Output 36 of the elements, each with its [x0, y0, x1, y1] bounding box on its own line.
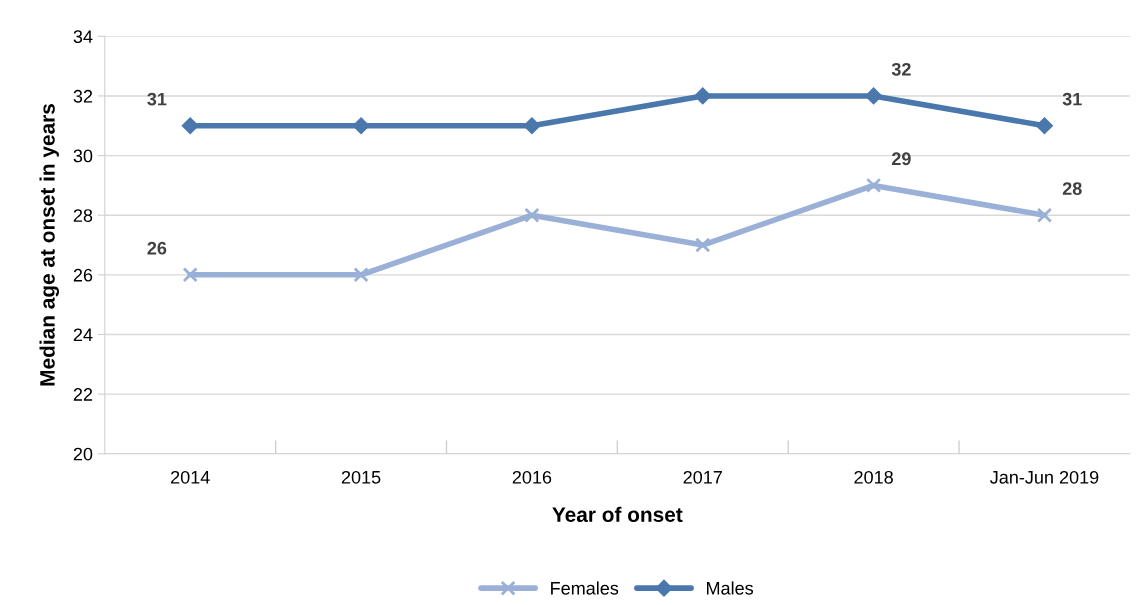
- point: [353, 267, 369, 283]
- y-tick-label: 24: [73, 328, 93, 342]
- y-axis-title: Median age at onset in years: [39, 104, 60, 386]
- data-label: 29: [891, 152, 911, 166]
- data-label: 28: [1062, 182, 1082, 195]
- data-label: 26: [147, 241, 167, 255]
- x-tick-label: Jan-Jun 2019: [990, 470, 1099, 484]
- legend-label: Females: [551, 581, 619, 595]
- point: [695, 237, 711, 253]
- point: [523, 117, 541, 135]
- point: [865, 87, 882, 105]
- x-tick-label: 2018: [854, 470, 893, 484]
- y-tick-label: 32: [73, 89, 93, 103]
- point: [524, 207, 540, 223]
- legend-label: Males: [706, 581, 754, 595]
- y-tick-label: 34: [73, 30, 93, 44]
- point: [865, 177, 882, 194]
- x-tick-label: 2016: [512, 470, 552, 484]
- point: [694, 87, 712, 105]
- point: [182, 267, 198, 283]
- y-tick-label: 30: [73, 149, 93, 163]
- data-label: 31: [1062, 92, 1082, 106]
- y-tick-label: 26: [73, 268, 93, 282]
- x-tick-label: 2017: [683, 470, 722, 484]
- point: [352, 117, 370, 135]
- x-axis-title: Year of onset: [552, 506, 683, 522]
- data-label: 31: [147, 92, 167, 106]
- point: [1036, 117, 1053, 135]
- y-tick-label: 20: [73, 447, 93, 461]
- x-tick-label: 2014: [171, 470, 210, 484]
- y-tick-label: 28: [73, 209, 93, 222]
- y-tick-label: 22: [73, 388, 93, 401]
- data-label: 32: [891, 62, 911, 76]
- x-tick-label: 2015: [341, 470, 381, 484]
- point: [1036, 207, 1053, 223]
- point: [181, 117, 199, 135]
